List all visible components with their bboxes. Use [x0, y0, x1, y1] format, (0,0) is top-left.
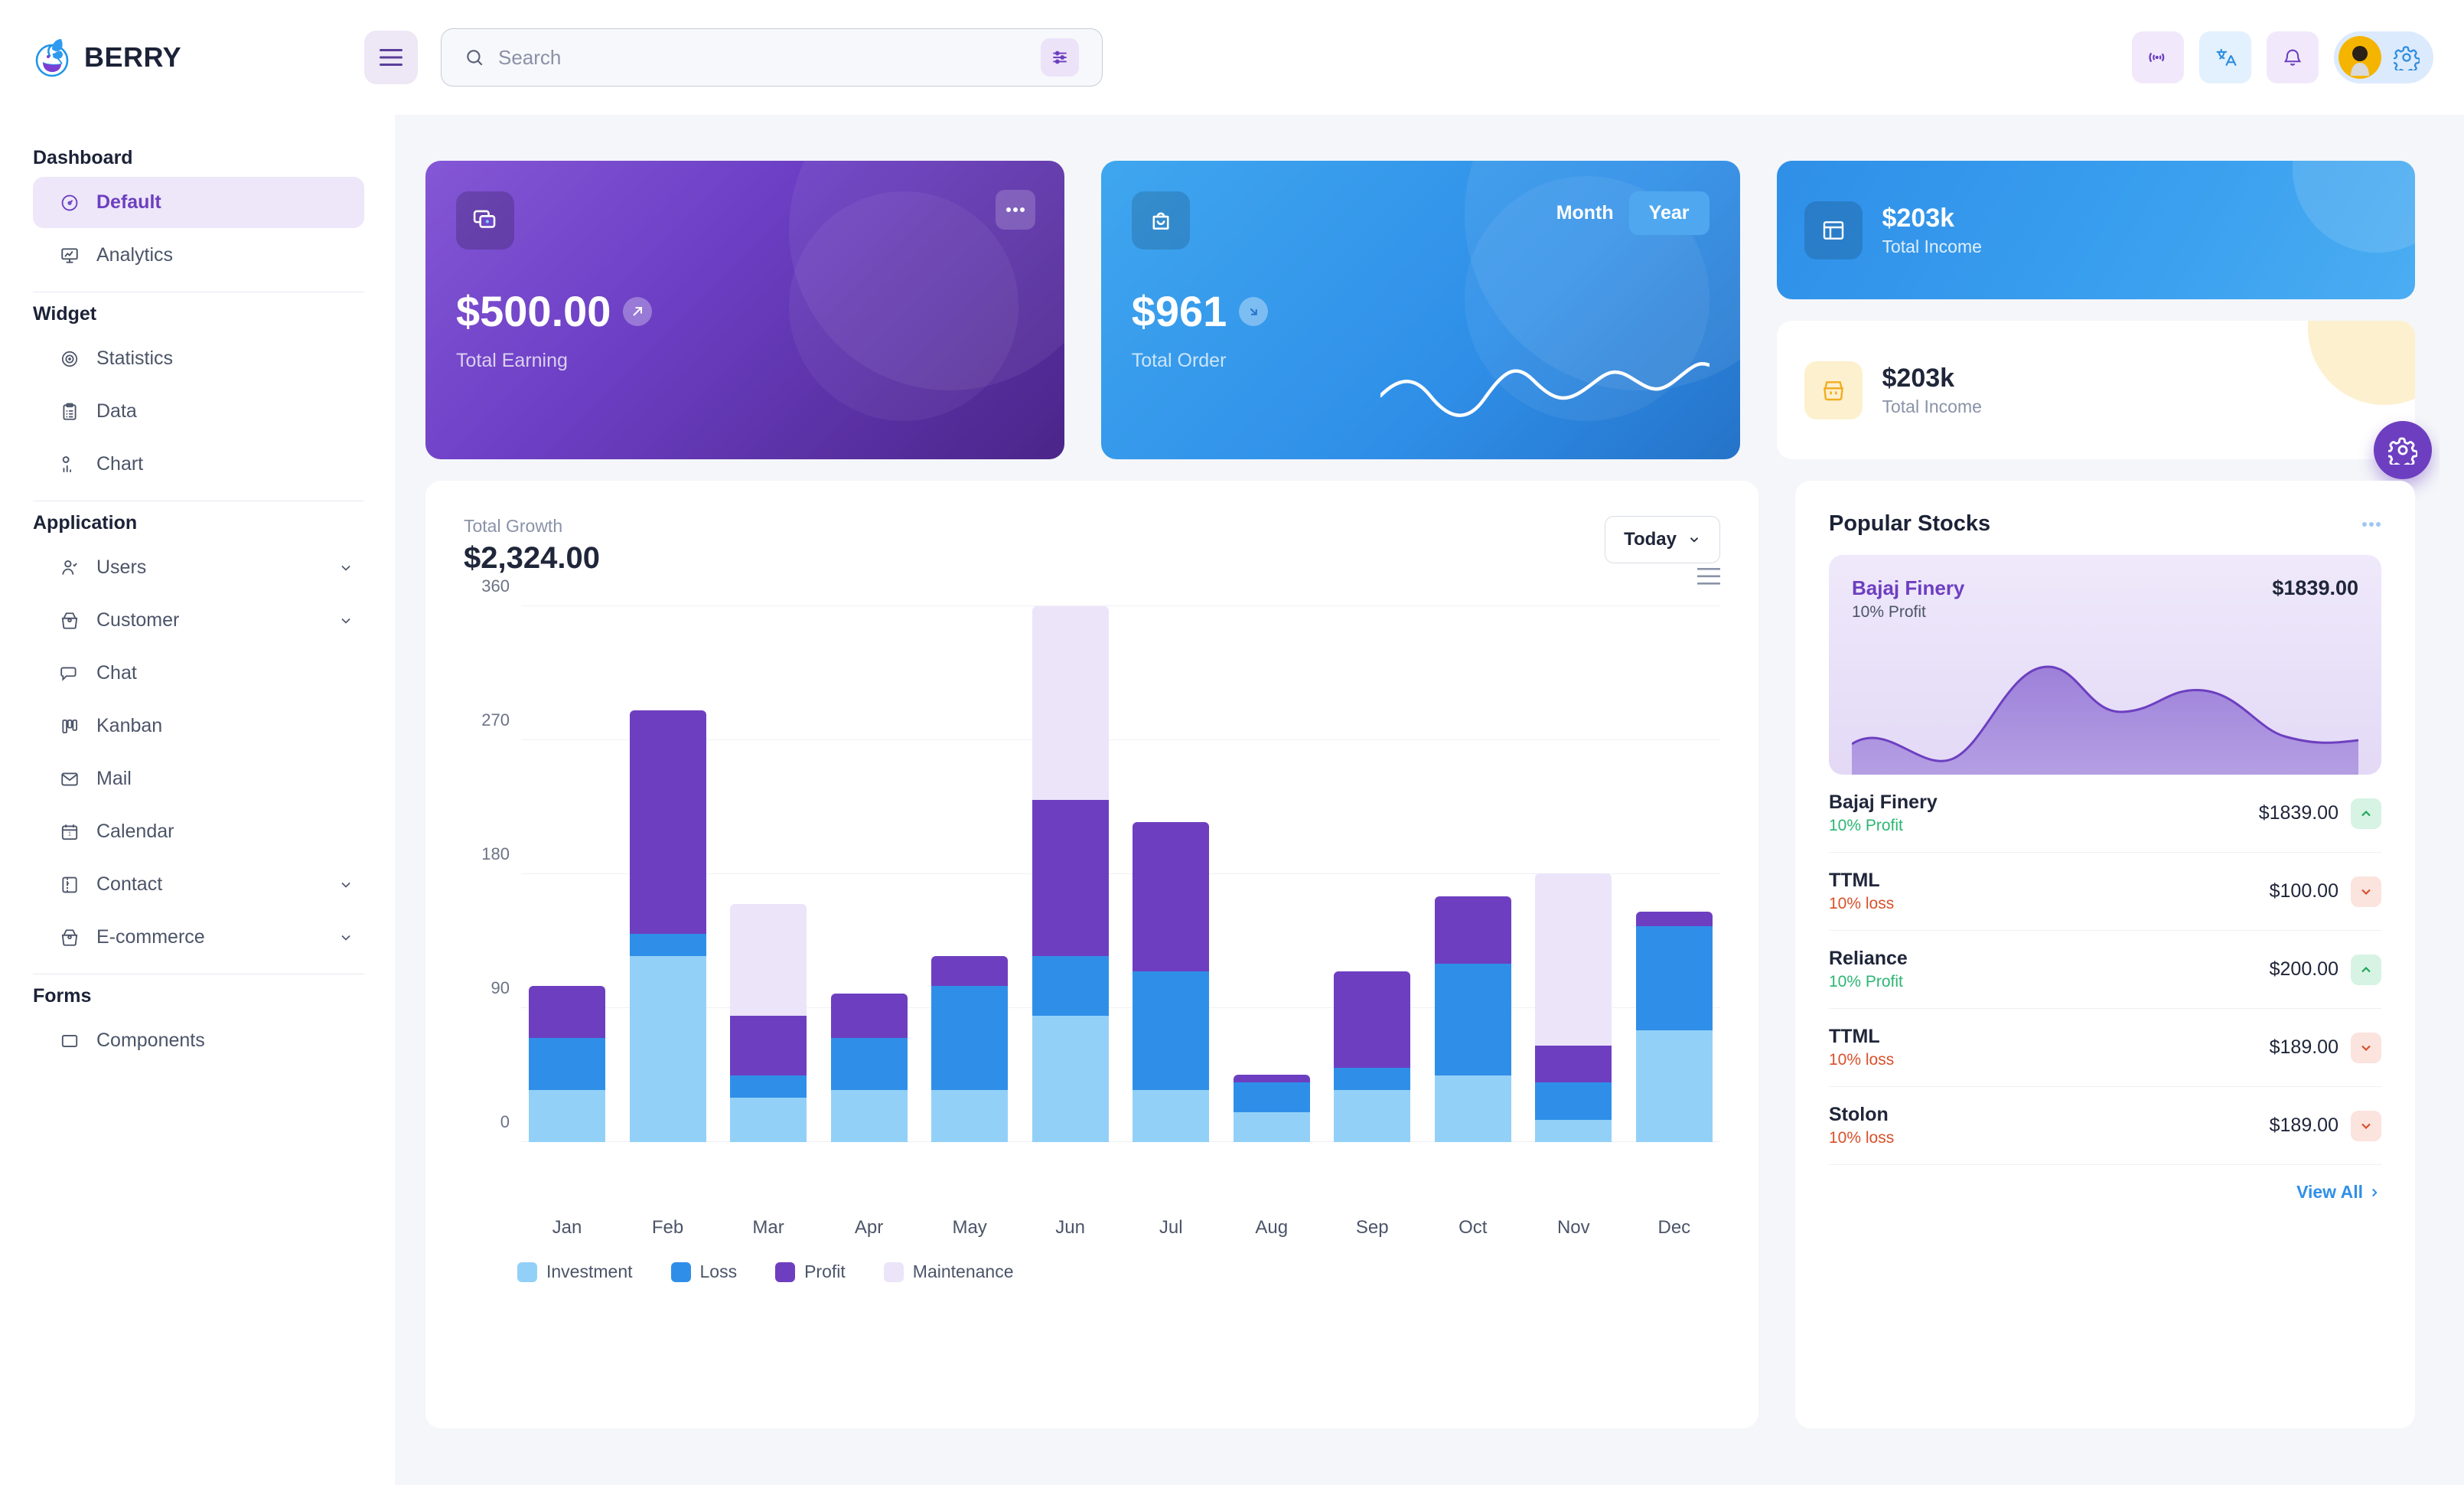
svg-text:1: 1	[68, 830, 71, 837]
